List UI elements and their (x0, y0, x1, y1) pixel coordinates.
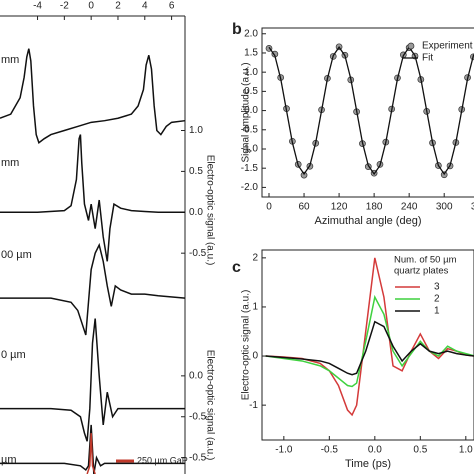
data-line (0, 242, 186, 336)
y-axis-label: Signal amplitude (a.u.) (241, 62, 252, 162)
plot-frame (261, 27, 474, 198)
y-tick-label: -2.0 (241, 182, 259, 193)
x-tick-label: -1.0 (275, 445, 293, 456)
y-tick-label: 1.5 (244, 48, 258, 59)
y-axis-label: Electro-optic signal (a.u.) (204, 155, 215, 266)
data-line (265, 320, 474, 376)
data-line (0, 48, 186, 145)
y-tick-label: -0.5 (189, 248, 207, 259)
data-line (0, 318, 185, 442)
data-point (300, 171, 308, 179)
x-axis-label: Azimuthal angle (deg) (314, 215, 421, 227)
y-tick-label: -1.0 (241, 144, 259, 155)
y-tick-label: 0.0 (189, 370, 203, 381)
x-tick-label: 1.0 (459, 445, 473, 456)
x-tick-label: 60 (298, 202, 310, 213)
y-tick-label: 0 (252, 351, 258, 362)
data-line (268, 46, 474, 176)
x-tick-label: 0 (88, 1, 94, 12)
x-tick-label: -0.5 (321, 445, 339, 456)
x-tick-label: 240 (401, 202, 418, 213)
legend-title: quartz plates (394, 266, 449, 277)
x-tick-label: 4 (142, 1, 148, 12)
y-tick-label: -0.5 (189, 452, 207, 463)
trace-label: 00 µm (1, 249, 32, 261)
legend-label: 250 µm GaP (137, 455, 188, 465)
panel-letter: c (232, 259, 241, 276)
x-tick-label: 2 (115, 1, 121, 12)
y-tick-label: 1.0 (244, 67, 258, 78)
trace-label: mm (1, 54, 19, 66)
legend-label: 2 (434, 294, 440, 305)
data-line (86, 433, 96, 474)
legend-label: 3 (434, 282, 440, 293)
y-tick-label: -0.5 (189, 411, 207, 422)
legend-label: 1 (434, 306, 440, 317)
y-tick-label: 0.5 (244, 86, 258, 97)
data-line (0, 134, 185, 262)
y-axis-label: Electro-optic signal (a.u.) (241, 290, 252, 401)
y-tick-label: 0.5 (189, 166, 203, 177)
legend-label: Fit (422, 53, 433, 64)
y-tick-label: 2.0 (244, 28, 258, 39)
legend-label: Experiment (422, 41, 473, 52)
x-tick-label: 0.5 (413, 445, 427, 456)
panel-letter: b (232, 21, 242, 38)
x-tick-label: 0 (266, 202, 272, 213)
x-tick-label: 180 (366, 202, 383, 213)
legend-title: Num. of 50 µm (394, 255, 457, 266)
x-tick-label: 6 (169, 1, 175, 12)
trace-label: mm (1, 157, 19, 169)
x-tick-label: -4 (33, 1, 42, 12)
y-tick-label: 1.0 (189, 125, 203, 136)
x-tick-label: 120 (331, 202, 348, 213)
y-tick-label: -1.5 (241, 163, 259, 174)
data-line (265, 257, 474, 417)
plot-frame (261, 249, 474, 441)
x-axis-label: Time (ps) (345, 458, 391, 470)
trace-label: 0 µm (1, 349, 26, 361)
y-tick-label: 1 (252, 302, 258, 313)
y-tick-label: 2 (252, 252, 258, 263)
x-tick-label: 360 (471, 202, 474, 213)
x-tick-label: 0.0 (368, 445, 382, 456)
legend-swatch (407, 42, 415, 50)
x-tick-label: -2 (60, 1, 69, 12)
y-tick-label: -0.5 (241, 124, 259, 135)
y-tick-label: -1 (249, 400, 258, 411)
y-axis-label: Electro-optic signal (a.u.) (204, 350, 215, 461)
y-tick-label: 0.0 (189, 207, 203, 218)
x-tick-label: 300 (436, 202, 453, 213)
trace-label: µm (1, 454, 17, 466)
data-line (265, 294, 474, 388)
y-tick-label: 0.0 (244, 105, 258, 116)
